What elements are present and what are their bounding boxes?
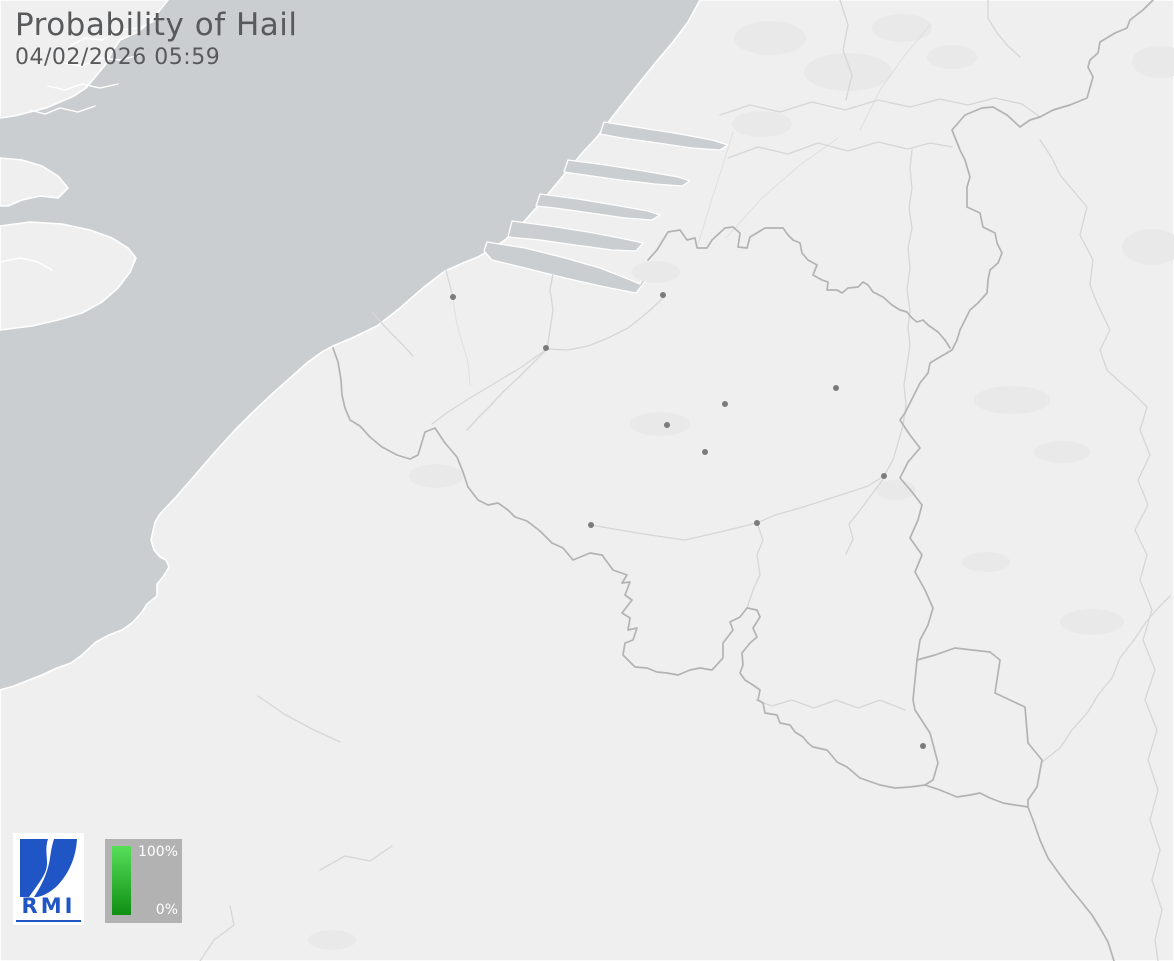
city-marker (722, 401, 728, 407)
rivers (199, 0, 1171, 961)
city-marker (664, 422, 670, 428)
england-estuaries (0, 17, 161, 271)
city-marker (660, 292, 666, 298)
city-markers (450, 292, 926, 749)
river-scheldt (546, 297, 664, 351)
city-marker (920, 743, 926, 749)
rmi-logo-glyph (20, 839, 77, 897)
city-marker (754, 520, 760, 526)
river-moselle (1041, 595, 1171, 763)
city-marker (702, 449, 708, 455)
border-lu-de (989, 651, 1043, 808)
river-sambre (590, 522, 758, 541)
city-marker (543, 345, 549, 351)
rmi-logo: RMI (13, 833, 84, 925)
border-be-nl (647, 226, 951, 349)
legend-min-label: 0% (155, 902, 178, 918)
page-title: Probability of Hail (15, 7, 298, 43)
coastline-england-sheppey (0, 157, 69, 207)
nieuwe-waterweg (599, 121, 729, 151)
coastline-england-kent (0, 221, 137, 331)
border-lu-north (916, 647, 991, 661)
rmi-logo-rule (16, 920, 81, 922)
river-maas-nl (727, 141, 953, 159)
urban-patches (308, 14, 1174, 950)
border-nl-de-be-de (899, 0, 1154, 661)
river-leie (431, 348, 548, 425)
border-fr-be (332, 347, 1115, 961)
river-semois (755, 699, 906, 711)
timestamp: 04/02/2026 05:59 (15, 44, 221, 70)
river-scheldt-up (466, 348, 548, 431)
oosterschelde (507, 220, 644, 252)
grevelingen (535, 193, 661, 221)
river-rhine-de (1039, 139, 1163, 961)
city-marker (450, 294, 456, 300)
region-lines (452, 24, 931, 386)
delta-channels (483, 121, 729, 294)
legend-max-label: 100% (137, 844, 178, 860)
city-marker (588, 522, 594, 528)
haringvliet (563, 159, 691, 187)
country-borders (332, 0, 1154, 961)
river-rhine-nl (719, 97, 1041, 118)
river-ijzer (371, 311, 414, 357)
city-marker (833, 385, 839, 391)
river-ourthe (845, 477, 885, 555)
legend-gradient-bar (112, 846, 131, 915)
canal-bruges (445, 269, 454, 298)
rmi-logo-text: RMI (21, 894, 76, 918)
canal-ghent (546, 273, 554, 350)
probability-legend: 100% 0% (105, 839, 182, 923)
border-be-lu (912, 659, 939, 786)
city-marker (881, 473, 887, 479)
map-header: Probability of Hail 04/02/2026 05:59 (15, 7, 298, 70)
